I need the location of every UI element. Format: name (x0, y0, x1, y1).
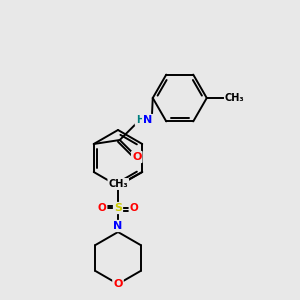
Text: O: O (132, 152, 141, 162)
Text: N: N (143, 115, 152, 125)
Text: H: H (136, 115, 144, 125)
Text: S: S (114, 203, 122, 213)
Text: N: N (113, 221, 123, 231)
Text: CH₃: CH₃ (108, 179, 128, 189)
Text: O: O (113, 279, 123, 289)
Text: O: O (130, 203, 138, 213)
Text: CH₃: CH₃ (225, 93, 244, 103)
Text: O: O (98, 203, 106, 213)
